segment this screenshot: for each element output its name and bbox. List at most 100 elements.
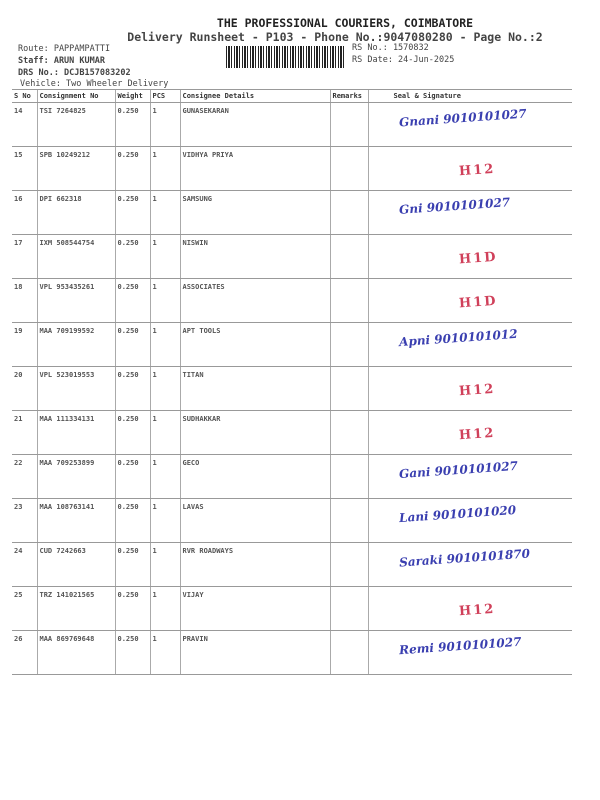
consignee-cell: VIJAY — [179, 586, 330, 631]
consignment-cell: SPB 10249212 — [36, 146, 115, 191]
signature-cell: Apni 9010101012 — [367, 322, 572, 367]
pcs-cell: 1 — [149, 586, 180, 631]
remarks-cell — [329, 542, 368, 587]
table-row: 19 MAA 709199592 0.250 1 APT TOOLS Apni 90101… — [12, 322, 572, 367]
barcode — [226, 46, 346, 68]
table-row: 16 DPI 662318 0.250 1 SAMSUNG Gni 9010101027 — [12, 190, 572, 235]
weight-cell: 0.250 — [114, 542, 150, 587]
consignee-cell: APT TOOLS — [179, 322, 330, 367]
handwritten-signature: H12 — [458, 381, 496, 400]
weight-cell: 0.250 — [114, 190, 150, 235]
table-row: 20 VPL 523019553 0.250 1 TITAN H12 — [12, 366, 572, 411]
rs-date: RS Date: 24-Jun-2025 — [352, 55, 455, 65]
handwritten-signature: H12 — [458, 161, 496, 180]
consignment-cell: DPI 662318 — [36, 190, 115, 235]
sno-cell: 15 — [12, 146, 37, 191]
signature-cell: Lani 9010101020 — [367, 498, 572, 543]
table-row: 25 TRZ 141021565 0.250 1 VIJAY H12 — [12, 586, 572, 631]
remarks-cell — [329, 278, 368, 323]
signature-cell: Gni 9010101027 — [367, 190, 572, 235]
sno-cell: 19 — [12, 322, 37, 367]
rs-number: RS No.: 1570832 — [352, 43, 429, 53]
table-row: 15 SPB 10249212 0.250 1 VIDHYA PRIYA H12 — [12, 146, 572, 191]
signature-cell: H12 — [367, 586, 572, 631]
sno-cell: 24 — [12, 542, 37, 587]
pcs-cell: 1 — [149, 234, 180, 279]
staff: Staff: ARUN KUMAR — [18, 56, 105, 66]
sno-cell: 14 — [12, 102, 37, 147]
weight-cell: 0.250 — [114, 410, 150, 455]
table-header: S No Consignment No Weight PCS Consignee… — [12, 89, 572, 103]
pcs-cell: 1 — [149, 366, 180, 411]
signature-cell: H12 — [367, 366, 572, 411]
handwritten-signature: Apni 9010101012 — [398, 326, 518, 350]
weight-cell: 0.250 — [114, 586, 150, 631]
weight-cell: 0.250 — [114, 322, 150, 367]
col-consignee: Consignee Details — [179, 89, 330, 103]
signature-cell: H12 — [367, 410, 572, 455]
consignee-cell: GECO — [179, 454, 330, 499]
table-row: 22 MAA 709253899 0.250 1 GECO Gani 9010101027 — [12, 454, 572, 499]
consignee-cell: VIDHYA PRIYA — [179, 146, 330, 191]
consignee-cell: ASSOCIATES — [179, 278, 330, 323]
consignee-cell: GUNASEKARAN — [179, 102, 330, 147]
consignment-cell: TRZ 141021565 — [36, 586, 115, 631]
pcs-cell: 1 — [149, 278, 180, 323]
sno-cell: 17 — [12, 234, 37, 279]
weight-cell: 0.250 — [114, 102, 150, 147]
table-row: 21 MAA 111334131 0.250 1 SUDHAKKAR H12 — [12, 410, 572, 455]
weight-cell: 0.250 — [114, 454, 150, 499]
consignment-cell: MAA 709199592 — [36, 322, 115, 367]
remarks-cell — [329, 234, 368, 279]
pcs-cell: 1 — [149, 454, 180, 499]
signature-cell: Saraki 9010101870 — [367, 542, 572, 587]
consignment-cell: MAA 869769648 — [36, 630, 115, 675]
signature-cell: H1D — [367, 234, 572, 279]
remarks-cell — [329, 146, 368, 191]
weight-cell: 0.250 — [114, 146, 150, 191]
route: Route: PAPPAMPATTI — [18, 44, 111, 54]
pcs-cell: 1 — [149, 410, 180, 455]
table-row: 18 VPL 953435261 0.250 1 ASSOCIATES H1D — [12, 278, 572, 323]
col-remarks: Remarks — [329, 89, 368, 103]
consignee-cell: SAMSUNG — [179, 190, 330, 235]
sno-cell: 23 — [12, 498, 37, 543]
remarks-cell — [329, 410, 368, 455]
table-row: 23 MAA 108763141 0.250 1 LAVAS Lani 901010102… — [12, 498, 572, 543]
consignment-cell: VPL 523019553 — [36, 366, 115, 411]
pcs-cell: 1 — [149, 498, 180, 543]
col-weight: Weight — [114, 89, 150, 103]
handwritten-signature: H12 — [458, 425, 496, 444]
remarks-cell — [329, 102, 368, 147]
pcs-cell: 1 — [149, 322, 180, 367]
weight-cell: 0.250 — [114, 498, 150, 543]
signature-cell: H12 — [367, 146, 572, 191]
pcs-cell: 1 — [149, 630, 180, 675]
col-consignment: Consignment No — [36, 89, 115, 103]
remarks-cell — [329, 322, 368, 367]
handwritten-signature: Gnani 9010101027 — [398, 106, 527, 130]
signature-cell: Gnani 9010101027 — [367, 102, 572, 147]
consignee-cell: PRAVIN — [179, 630, 330, 675]
handwritten-signature: Gni 9010101027 — [398, 195, 511, 217]
table-row: 26 MAA 869769648 0.250 1 PRAVIN Remi 90101010… — [12, 630, 572, 675]
signature-cell: Remi 9010101027 — [367, 630, 572, 675]
handwritten-signature: H12 — [458, 601, 496, 620]
remarks-cell — [329, 498, 368, 543]
consignee-cell: NISWIN — [179, 234, 330, 279]
sno-cell: 25 — [12, 586, 37, 631]
consignee-cell: RVR ROADWAYS — [179, 542, 330, 587]
consignment-cell: TSI 7264825 — [36, 102, 115, 147]
table-row: 24 CUD 7242663 0.250 1 RVR ROADWAYS Saraki 90… — [12, 542, 572, 587]
col-pcs: PCS — [149, 89, 180, 103]
handwritten-signature: Remi 9010101027 — [398, 634, 522, 658]
sno-cell: 26 — [12, 630, 37, 675]
remarks-cell — [329, 586, 368, 631]
signature-cell: Gani 9010101027 — [367, 454, 572, 499]
weight-cell: 0.250 — [114, 278, 150, 323]
weight-cell: 0.250 — [114, 234, 150, 279]
consignee-cell: LAVAS — [179, 498, 330, 543]
consignment-cell: MAA 108763141 — [36, 498, 115, 543]
col-signature: Seal & Signature — [367, 89, 572, 103]
weight-cell: 0.250 — [114, 366, 150, 411]
